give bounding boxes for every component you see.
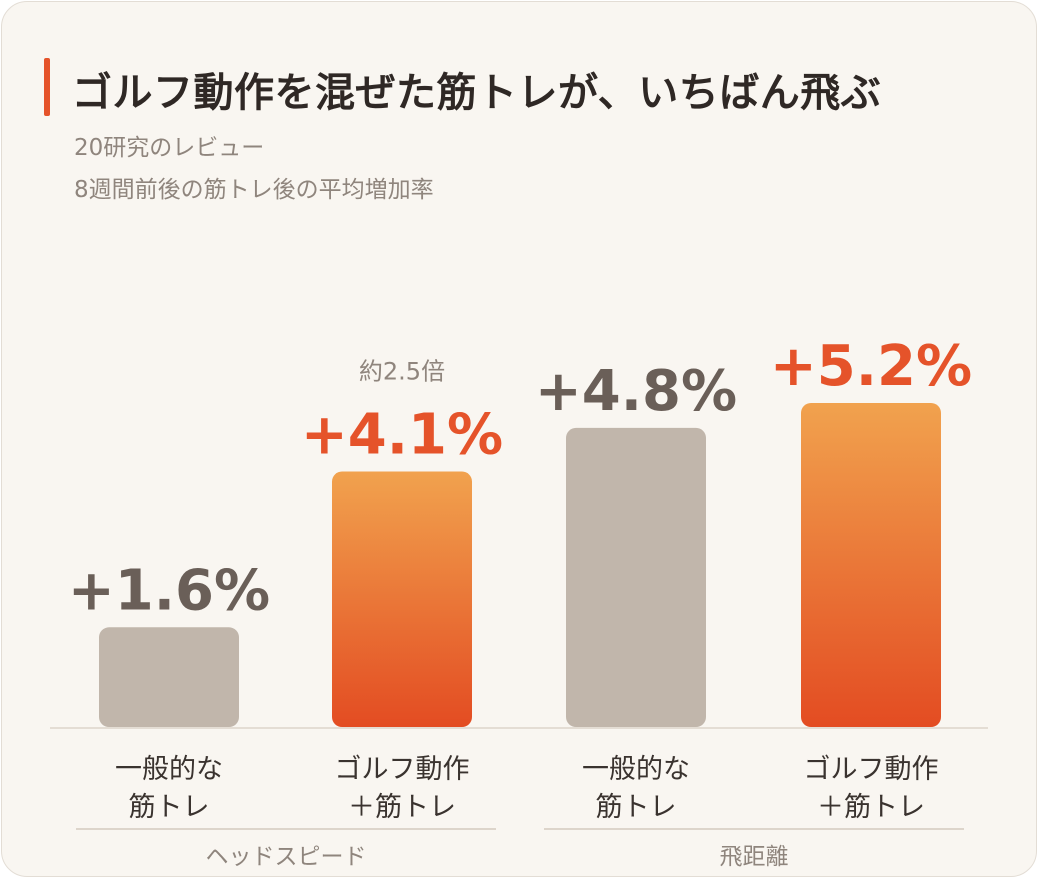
- group-label: ヘッドスピード: [206, 844, 367, 870]
- chart-title: ゴルフ動作を混ぜた筋トレが、いちばん飛ぶ: [72, 70, 882, 116]
- chart-subtitle-source: 20研究のレビュー: [74, 135, 265, 161]
- category-label: ゴルフ動作: [804, 754, 939, 785]
- category-label: ゴルフ動作: [335, 754, 470, 785]
- title-accent-bar: [44, 58, 50, 116]
- group-label: 飛距離: [720, 844, 789, 870]
- ratio-annotation: 約2.5倍: [359, 358, 445, 386]
- bar-value-label: +4.1%: [301, 403, 503, 468]
- bar-value-label: +1.6%: [68, 558, 270, 623]
- category-label: 一般的な: [115, 754, 223, 785]
- bar-golf-motion-training: [801, 403, 941, 727]
- category-label: ＋筋トレ: [348, 792, 456, 823]
- category-label: ＋筋トレ: [817, 792, 925, 823]
- bar-general-training: [566, 427, 706, 727]
- bar-value-label: +4.8%: [535, 359, 737, 424]
- bar-value-label: +5.2%: [770, 334, 972, 399]
- category-label: 筋トレ: [129, 792, 210, 823]
- bar-golf-motion-training: [332, 471, 472, 727]
- chart-subtitle-description: 8週間前後の筋トレ後の平均増加率: [74, 177, 434, 203]
- bar-general-training: [99, 627, 239, 727]
- category-label: 一般的な: [582, 754, 690, 785]
- category-label: 筋トレ: [596, 792, 677, 823]
